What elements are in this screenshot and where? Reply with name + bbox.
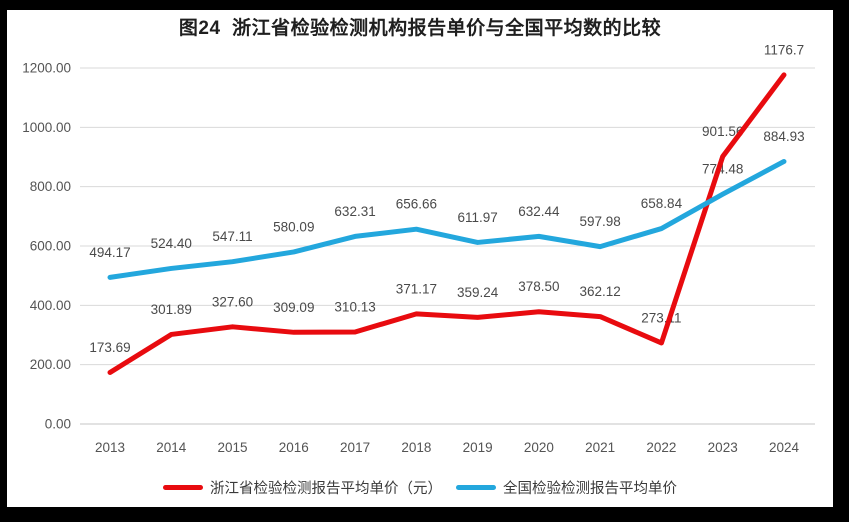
data-label: 371.17 — [396, 281, 437, 296]
chart-title: 图24 浙江省检验检测机构报告单价与全国平均数的比较 — [178, 18, 662, 39]
data-label: 359.24 — [457, 285, 499, 300]
data-label: 327.60 — [212, 294, 253, 309]
x-tick-label: 2014 — [156, 440, 187, 455]
x-tick-label: 2020 — [524, 440, 554, 455]
data-label: 173.69 — [89, 340, 130, 355]
data-label: 547.11 — [212, 229, 252, 244]
data-label: 273.11 — [641, 310, 681, 325]
y-tick-label: 200.00 — [30, 357, 71, 372]
legend-swatch-national-icon — [456, 485, 496, 490]
x-tick-label: 2022 — [646, 440, 676, 455]
data-label: 309.09 — [273, 300, 314, 315]
data-label: 580.09 — [273, 219, 314, 234]
legend-item-zhejiang: 浙江省检验检测报告平均单价（元） — [163, 477, 442, 498]
data-label: 884.93 — [763, 129, 804, 144]
y-tick-label: 400.00 — [30, 298, 71, 313]
x-tick-label: 2019 — [463, 440, 493, 455]
data-label: 524.40 — [151, 236, 192, 251]
data-label: 658.84 — [641, 196, 683, 211]
y-tick-label: 0.00 — [45, 417, 71, 432]
data-label: 901.56 — [702, 124, 743, 139]
data-label: 310.13 — [334, 299, 375, 314]
data-label: 774.48 — [702, 162, 743, 177]
x-tick-label: 2013 — [95, 440, 125, 455]
legend-label-zhejiang: 浙江省检验检测报告平均单价（元） — [210, 481, 442, 497]
legend-item-national: 全国检验检测报告平均单价 — [456, 477, 677, 498]
data-label: 362.12 — [580, 284, 621, 299]
data-label: 611.97 — [457, 210, 497, 225]
data-label: 378.50 — [518, 279, 559, 294]
data-label: 597.98 — [580, 214, 621, 229]
data-label: 301.89 — [151, 302, 192, 317]
x-tick-label: 2015 — [218, 440, 248, 455]
y-tick-label: 600.00 — [30, 239, 71, 254]
data-label: 1176.7 — [764, 42, 804, 57]
x-tick-label: 2016 — [279, 440, 309, 455]
x-tick-label: 2021 — [585, 440, 615, 455]
y-tick-label: 800.00 — [30, 179, 71, 194]
x-tick-label: 2024 — [769, 440, 800, 455]
data-label: 656.66 — [396, 197, 437, 212]
series-line-0 — [107, 72, 787, 375]
series-line-1 — [107, 158, 787, 280]
legend-swatch-zhejiang-icon — [163, 485, 203, 490]
data-label: 632.44 — [518, 204, 560, 219]
legend: 浙江省检验检测报告平均单价（元） 全国检验检测报告平均单价 — [7, 477, 833, 498]
data-label: 494.17 — [89, 245, 130, 260]
x-tick-label: 2017 — [340, 440, 370, 455]
y-tick-label: 1000.00 — [22, 120, 71, 135]
x-tick-label: 2023 — [708, 440, 738, 455]
x-tick-label: 2018 — [401, 440, 431, 455]
legend-label-national: 全国检验检测报告平均单价 — [503, 481, 677, 497]
data-label: 632.31 — [334, 204, 375, 219]
y-tick-label: 1200.00 — [22, 61, 71, 76]
